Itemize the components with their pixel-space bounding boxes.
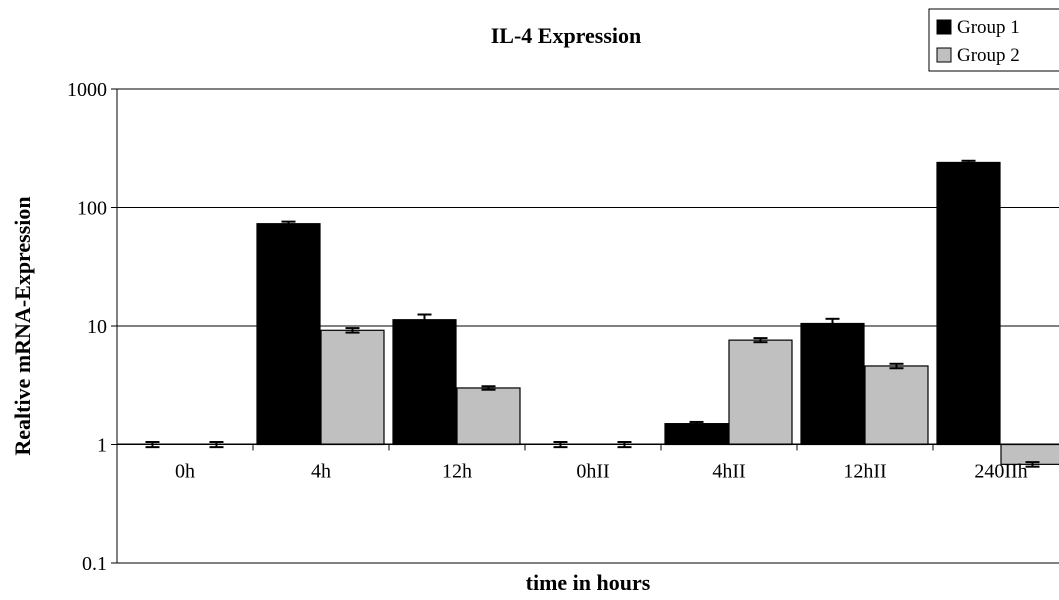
error-bar — [145, 440, 160, 449]
chart-title: IL-4 Expression — [491, 23, 642, 48]
y-tick-label: 100 — [77, 198, 107, 220]
legend-label-group-1: Group 1 — [957, 17, 1020, 38]
error-bar — [1025, 461, 1040, 468]
error-bar — [417, 313, 432, 327]
y-tick-label: 1 — [97, 435, 107, 457]
legend: Group 1 Group 2 — [928, 8, 1059, 72]
error-bar — [345, 327, 360, 334]
bar-1-4h — [256, 223, 321, 446]
error-bar — [825, 317, 840, 330]
y-axis-title: Realtive mRNA-Expression — [10, 196, 35, 455]
error-bar — [889, 362, 904, 370]
legend-swatch-group-1 — [936, 19, 952, 35]
error-bar — [481, 385, 496, 391]
category-label: 4hII — [712, 461, 745, 483]
bars — [145, 159, 1059, 468]
error-bar — [961, 159, 976, 166]
y-tick-label: 1000 — [67, 79, 107, 101]
error-bar — [689, 420, 704, 427]
bar-2-4h — [320, 329, 385, 446]
y-tick-label: 10 — [87, 316, 107, 338]
bar-2-12h — [456, 387, 521, 446]
y-tick-labels: 0.1 1 10 100 1000 — [67, 79, 117, 575]
error-bar — [617, 440, 632, 449]
bar-1-12hII — [800, 322, 865, 446]
category-label: 12hII — [843, 461, 886, 483]
category-labels: 0h 4h 12h 0hII 4hII 12hII 240IIh — [175, 444, 1028, 483]
error-bar — [753, 337, 768, 344]
y-tick-label: 0.1 — [82, 553, 107, 575]
bar-1-240IIh — [936, 161, 1001, 446]
category-label: 4h — [311, 461, 331, 483]
category-label: 0h — [175, 461, 195, 483]
category-label: 0hII — [576, 461, 609, 483]
x-axis-title: time in hours — [526, 570, 651, 595]
error-bar — [209, 440, 224, 449]
category-label: 240IIh — [974, 461, 1027, 483]
error-bar — [281, 220, 296, 227]
bar-1-12h — [392, 319, 457, 446]
bar-2-4hII — [728, 339, 793, 446]
bar-2-12hII — [864, 365, 929, 446]
bar-1-4hII — [664, 423, 729, 446]
legend-label-group-2: Group 2 — [957, 45, 1020, 66]
category-label: 12h — [442, 461, 472, 483]
legend-swatch-group-2 — [936, 47, 952, 63]
error-bar — [553, 440, 568, 449]
